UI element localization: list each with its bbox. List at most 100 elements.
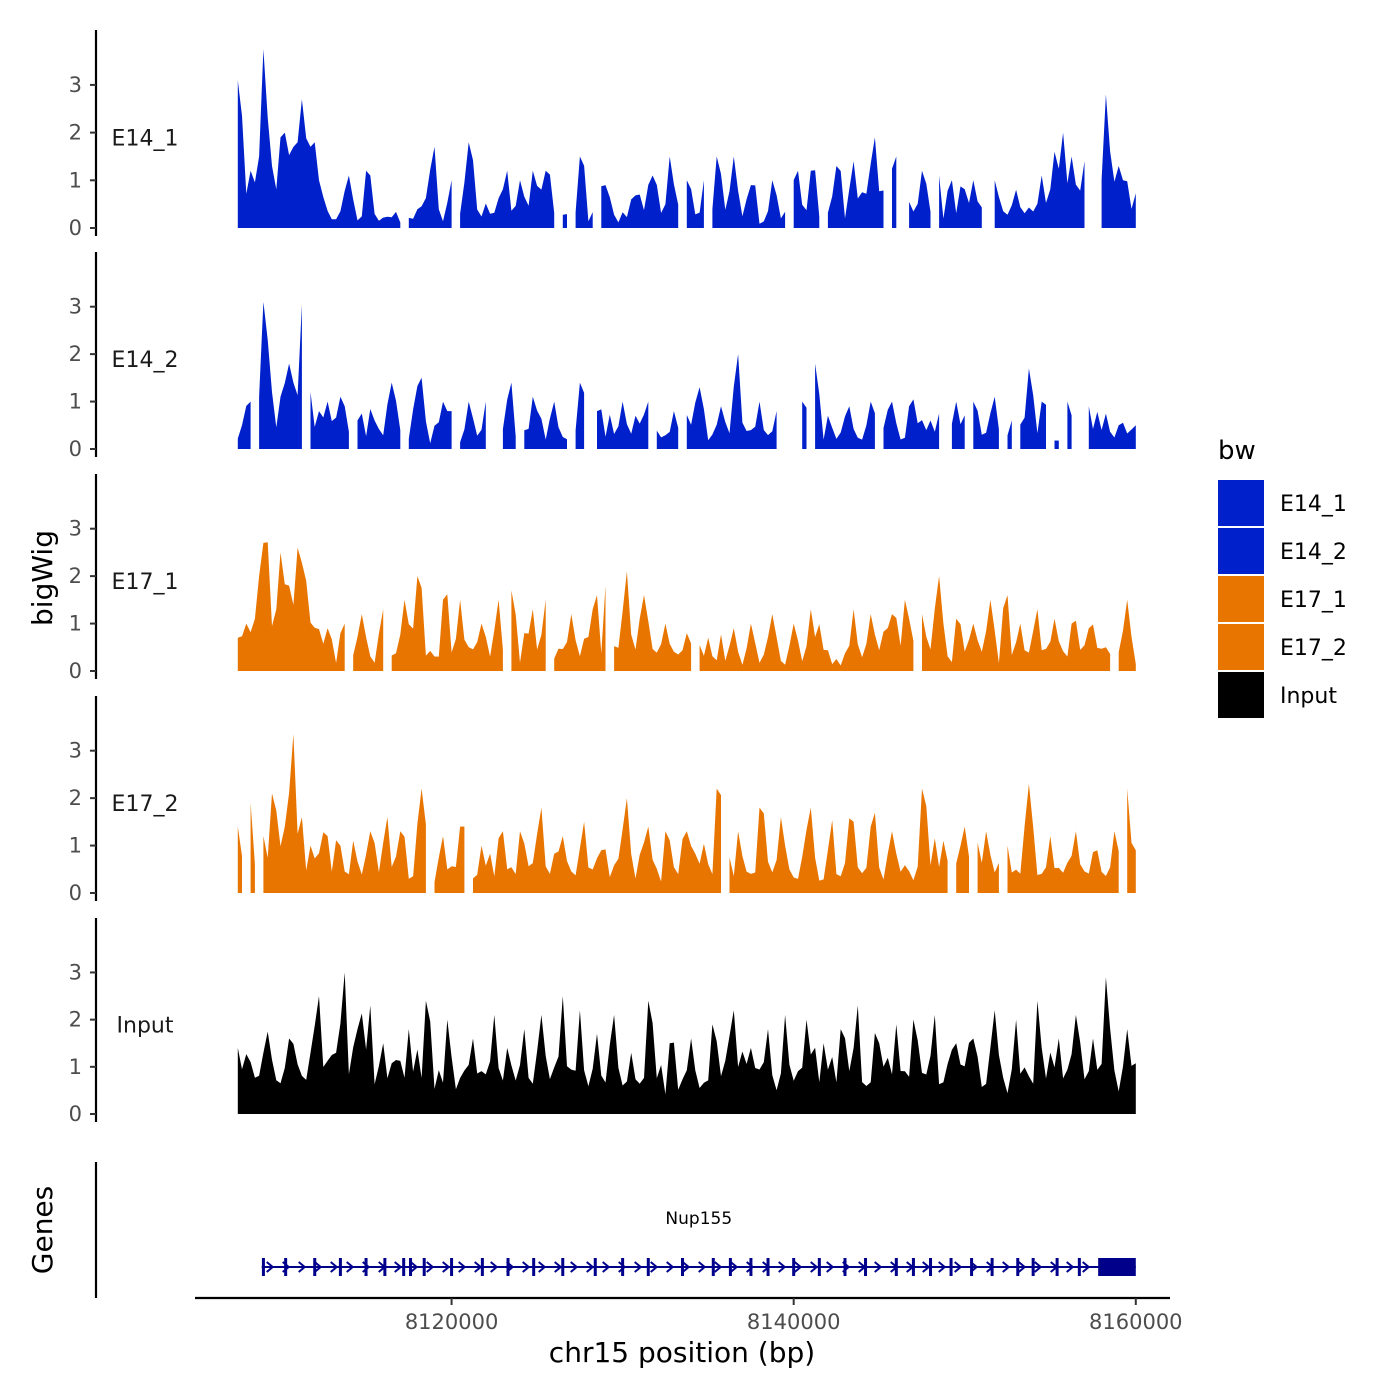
x-tick-label-8120000: 8120000 <box>405 1310 499 1334</box>
track-E14_1: 0 1 2 3 E14_1 <box>69 30 1136 240</box>
gene-utr-block <box>1098 1258 1136 1276</box>
strand-arrow <box>826 1261 835 1273</box>
gene-exon <box>766 1258 770 1276</box>
strand-arrow <box>618 1261 627 1273</box>
y-tick-label-E14_2-3: 3 <box>69 295 82 319</box>
gene-exon <box>422 1258 426 1276</box>
strand-arrow <box>442 1261 451 1273</box>
gene-exon <box>646 1258 650 1276</box>
gene-exon <box>450 1258 454 1276</box>
gene-exon <box>1016 1258 1020 1276</box>
signal-area-E17_2 <box>237 734 1136 893</box>
y-tick-label-E17_2-3: 3 <box>69 739 82 763</box>
gene-exon <box>480 1258 484 1276</box>
strand-arrow <box>266 1261 275 1273</box>
strand-arrow <box>586 1261 595 1273</box>
gene-exon <box>949 1258 953 1276</box>
strand-arrow <box>490 1261 499 1273</box>
y-tick-label-E17_2-2: 2 <box>69 786 82 810</box>
strand-arrow <box>810 1261 819 1273</box>
y-tick-label-E17_1-2: 2 <box>69 564 82 588</box>
gene-exon <box>711 1258 715 1276</box>
gene-exon <box>864 1258 868 1276</box>
y-tick-label-E17_1-0: 0 <box>69 659 82 683</box>
strand-arrow <box>1034 1261 1043 1273</box>
gene-exon <box>532 1258 536 1276</box>
gene-exon <box>792 1258 796 1276</box>
y-tick-label-E14_1-1: 1 <box>69 168 82 192</box>
strand-arrow <box>1082 1261 1091 1273</box>
y-tick-label-Input-2: 2 <box>69 1008 82 1032</box>
y-tick-label-Input-0: 0 <box>69 1102 82 1126</box>
gene-exon <box>364 1258 368 1276</box>
x-axis-title: chr15 position (bp) <box>549 1336 815 1369</box>
legend-label-E17_1: E17_1 <box>1280 588 1347 613</box>
track-label-E14_1: E14_1 <box>112 127 179 152</box>
gene-exon <box>843 1258 847 1276</box>
gene-exon <box>383 1258 387 1276</box>
gene-exon <box>313 1258 317 1276</box>
gene-exon <box>990 1258 994 1276</box>
y-tick-label-Input-3: 3 <box>69 960 82 984</box>
gene-exon <box>621 1258 625 1276</box>
y-tick-label-E14_2-1: 1 <box>69 390 82 414</box>
gene-exon <box>402 1258 406 1276</box>
strand-arrow <box>714 1261 723 1273</box>
strand-arrow <box>634 1261 643 1273</box>
gene-exon <box>894 1258 898 1276</box>
legend-key-E14_1 <box>1218 480 1264 526</box>
gene-label-nup155: Nup155 <box>665 1209 732 1229</box>
track-label-Input: Input <box>117 1014 174 1039</box>
y-tick-label-E17_1-3: 3 <box>69 517 82 541</box>
y-tick-label-E14_2-0: 0 <box>69 437 82 461</box>
strand-arrow <box>346 1261 355 1273</box>
gene-exon <box>1077 1258 1081 1276</box>
strand-arrow <box>922 1261 931 1273</box>
gene-exon <box>1031 1258 1035 1276</box>
track-Input: 0 1 2 3 Input <box>69 918 1136 1126</box>
gene-exon <box>929 1258 933 1276</box>
y-tick-label-E14_1-3: 3 <box>69 73 82 97</box>
tracks-area: 0 1 2 3 E14_1 0 1 2 3 E14_2 0 1 2 3 E17_1 0 1 2 3 E17_2 0 1 2 3… <box>69 30 1136 1126</box>
gene-exon <box>817 1258 821 1276</box>
y-tick-label-Input-1: 1 <box>69 1055 82 1079</box>
strand-arrow <box>746 1261 755 1273</box>
y-tick-label-E14_2-2: 2 <box>69 342 82 366</box>
strand-arrow <box>794 1261 803 1273</box>
signal-area-E17_1 <box>237 542 1136 671</box>
strand-arrow <box>314 1261 323 1273</box>
strand-arrow <box>778 1261 787 1273</box>
legend-title: bw <box>1218 436 1256 466</box>
legend-key-Input <box>1218 672 1264 718</box>
genes-panel: Genes Nup155 <box>26 1162 1136 1298</box>
gene-exon <box>284 1258 288 1276</box>
gene-exon <box>338 1258 342 1276</box>
strand-arrow <box>682 1261 691 1273</box>
legend-key-E14_2 <box>1218 528 1264 574</box>
x-tick-label-8160000: 8160000 <box>1089 1310 1183 1334</box>
gene-exon <box>911 1258 915 1276</box>
strand-arrow <box>730 1261 739 1273</box>
strand-arrow <box>570 1261 579 1273</box>
y-tick-label-E17_2-1: 1 <box>69 834 82 858</box>
strand-arrow <box>522 1261 531 1273</box>
gene-exon <box>506 1258 510 1276</box>
legend-label-E14_2: E14_2 <box>1280 540 1347 565</box>
strand-arrow <box>1002 1261 1011 1273</box>
track-label-E17_2: E17_2 <box>112 792 179 817</box>
strand-arrow <box>394 1261 403 1273</box>
track-E17_2: 0 1 2 3 E17_2 <box>69 696 1136 905</box>
y-tick-label-E14_1-2: 2 <box>69 121 82 145</box>
strand-arrow <box>874 1261 883 1273</box>
gene-exon <box>1055 1258 1059 1276</box>
strand-arrow <box>954 1261 963 1273</box>
signal-area-Input <box>237 972 1136 1114</box>
gene-exon <box>261 1258 265 1276</box>
x-axis: 8120000 8140000 8160000 chr15 position (bp… <box>195 1296 1183 1369</box>
gene-exon <box>970 1258 974 1276</box>
track-E17_1: 0 1 2 3 E17_1 <box>69 474 1136 683</box>
strand-arrow <box>650 1261 659 1273</box>
strand-arrow <box>698 1261 707 1273</box>
strand-arrow <box>474 1261 483 1273</box>
